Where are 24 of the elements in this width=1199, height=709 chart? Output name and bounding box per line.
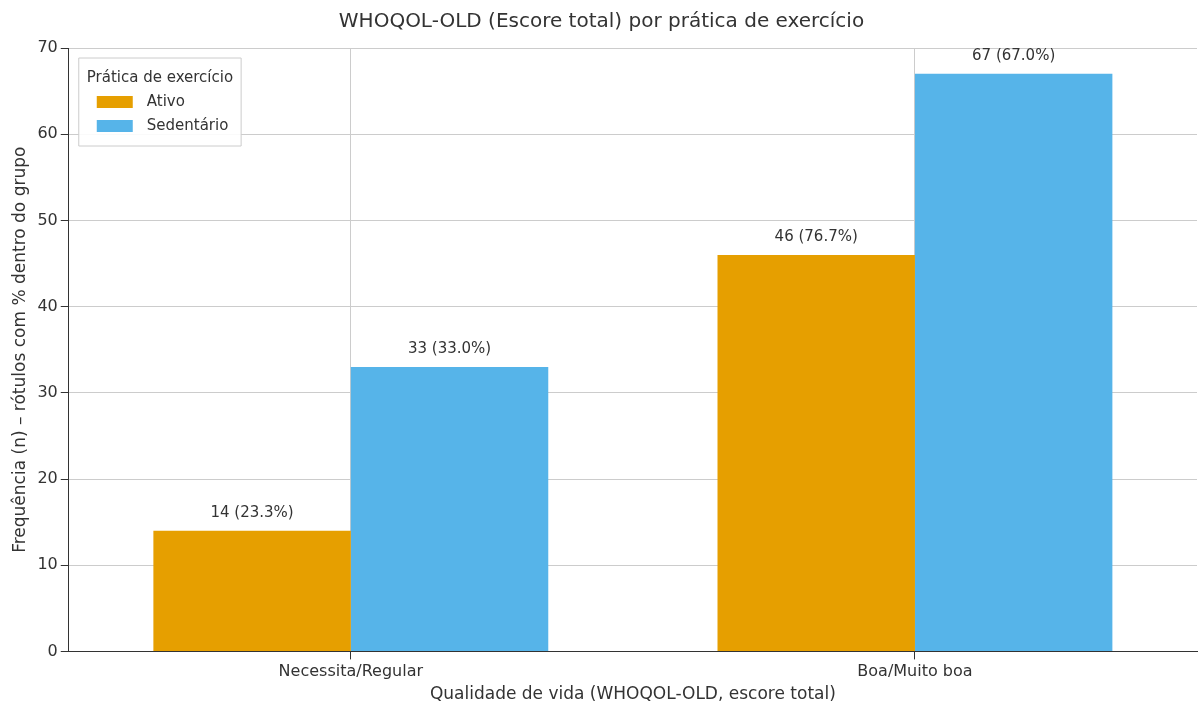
data-label: 14 (23.3%) [210, 503, 294, 522]
bar [717, 254, 915, 651]
y-tick-label: 60 [37, 123, 58, 143]
y-tick-label: 50 [37, 209, 58, 229]
bar [350, 366, 549, 651]
y-tick-label: 0 [47, 640, 58, 660]
y-tick-label: 40 [37, 295, 58, 315]
x-axis-title: Qualidade de vida (WHOQOL-OLD, escore total) [429, 683, 836, 704]
y-tick-label: 20 [37, 468, 58, 488]
x-tick-label: Boa/Muito boa [857, 661, 973, 681]
data-label: 67 (67.0%) [972, 46, 1056, 65]
data-label: 46 (76.7%) [774, 227, 858, 246]
y-axis-title: Frequência (n) – rótulos com % dentro do grupo [8, 146, 29, 553]
legend-label: Sedentário [146, 115, 229, 134]
y-tick-label: 10 [37, 554, 58, 574]
legend-label: Ativo [146, 91, 185, 110]
legend-title: Prática de exercício [86, 67, 234, 86]
y-tick-label: 70 [37, 37, 58, 57]
y-tick-label: 30 [37, 381, 58, 401]
chart-title: WHOQOL-OLD (Escore total) por prática de exercício [338, 8, 865, 33]
data-label: 33 (33.0%) [407, 339, 492, 358]
bar [914, 73, 1113, 651]
x-tick-label: Necessita/Regular [278, 661, 424, 681]
bar [153, 530, 351, 651]
